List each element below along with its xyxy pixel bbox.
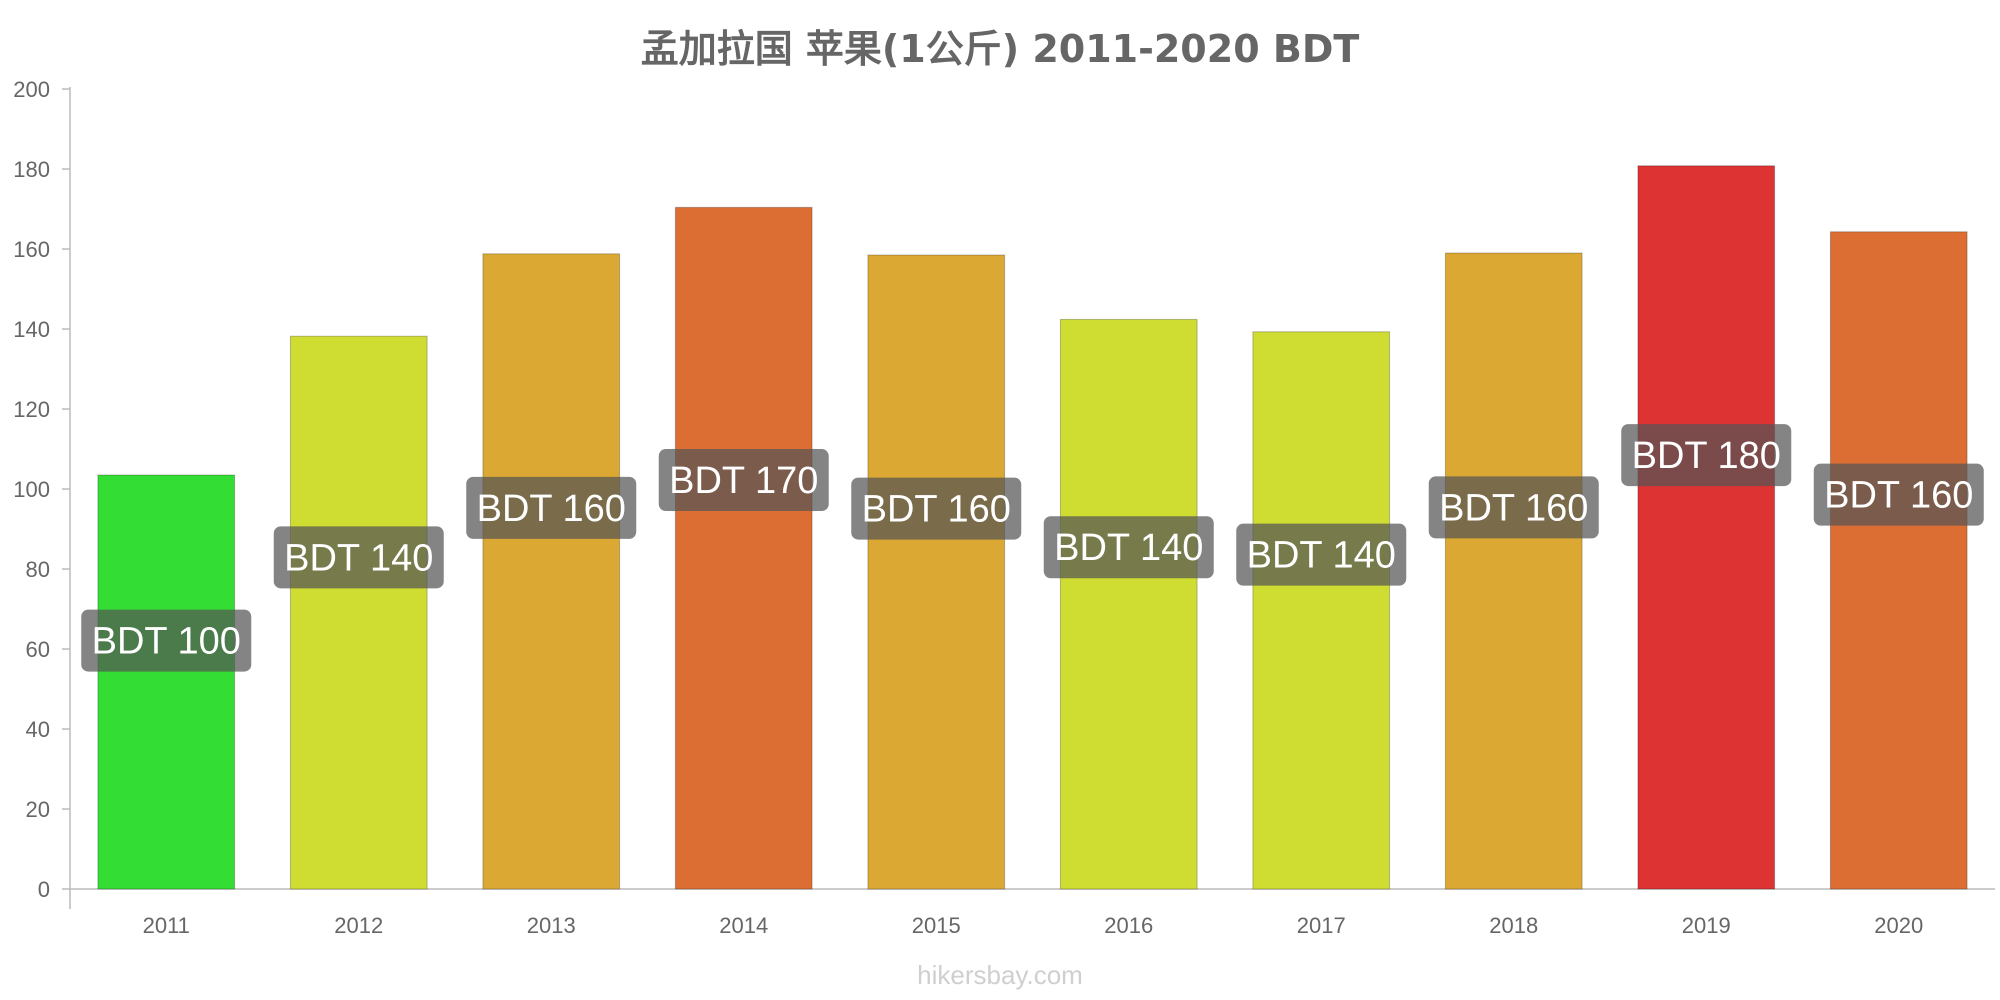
y-tick-label: 120 [13,397,50,422]
bar-2015 [867,254,1006,890]
watermark: hikersbay.com [917,960,1083,990]
value-label: BDT 160 [1439,487,1588,529]
y-tick-label: 40 [26,717,50,742]
x-tick-label: 2012 [334,913,383,938]
y-tick-label: 200 [13,77,50,102]
value-label: BDT 160 [477,488,626,530]
y-tick-label: 0 [38,877,50,902]
value-label: BDT 140 [284,537,433,579]
x-tick-label: 2018 [1489,913,1538,938]
value-label-box [466,476,637,539]
y-tick-label: 100 [13,477,50,502]
value-label: BDT 140 [1247,535,1396,577]
value-label-box [1428,476,1599,539]
x-tick-label: 2014 [719,913,768,938]
x-tick-label: 2020 [1874,913,1923,938]
y-tick-label: 180 [13,157,50,182]
bar-2019 [1637,165,1776,890]
bar-2014 [674,206,813,890]
bar-2011 [97,474,236,890]
x-axis: 2011 2012 2013 2014 2015 2016 2017 2018 2019 2020 [70,888,1995,938]
value-label: BDT 160 [1824,475,1973,517]
value-label-box [1043,516,1214,579]
x-tick-label: 2016 [1104,913,1153,938]
value-label: BDT 180 [1632,435,1781,477]
value-label-box [1236,523,1407,586]
value-label-box [851,477,1022,540]
y-tick-label: 140 [13,317,50,342]
y-tick-label: 20 [26,797,50,822]
x-tick-label: 2017 [1297,913,1346,938]
value-label-box [81,609,252,672]
value-label: BDT 170 [669,460,818,502]
chart-title: 孟加拉国 苹果(1公斤) 2011-2020 BDT [640,27,1360,71]
x-tick-label: 2013 [527,913,576,938]
bar-2013 [482,253,621,890]
x-tick-label: 2019 [1682,913,1731,938]
value-label-box [658,449,829,512]
value-label: BDT 100 [92,621,241,663]
value-label: BDT 160 [862,489,1011,531]
bar-2017 [1252,331,1391,890]
x-tick-label: 2015 [912,913,961,938]
bar-2020 [1829,231,1968,890]
value-label-box [273,526,444,589]
bars-group [97,165,1968,890]
y-tick-label: 60 [26,637,50,662]
value-labels-group: BDT 100 BDT 140 BDT 160 BDT 170 BDT 160 BDT 1… [81,424,1984,672]
bar-2016 [1059,318,1198,890]
bar-2018 [1444,252,1583,890]
value-label-box [1813,463,1984,526]
x-tick-label: 2011 [143,913,190,938]
y-axis: 0 20 40 60 80 100 120 140 160 180 200 [13,77,71,909]
bar-2012 [289,335,428,890]
y-tick-label: 80 [26,557,50,582]
value-label: BDT 140 [1054,527,1203,569]
y-tick-label: 160 [13,237,50,262]
value-label-box [1621,424,1792,487]
